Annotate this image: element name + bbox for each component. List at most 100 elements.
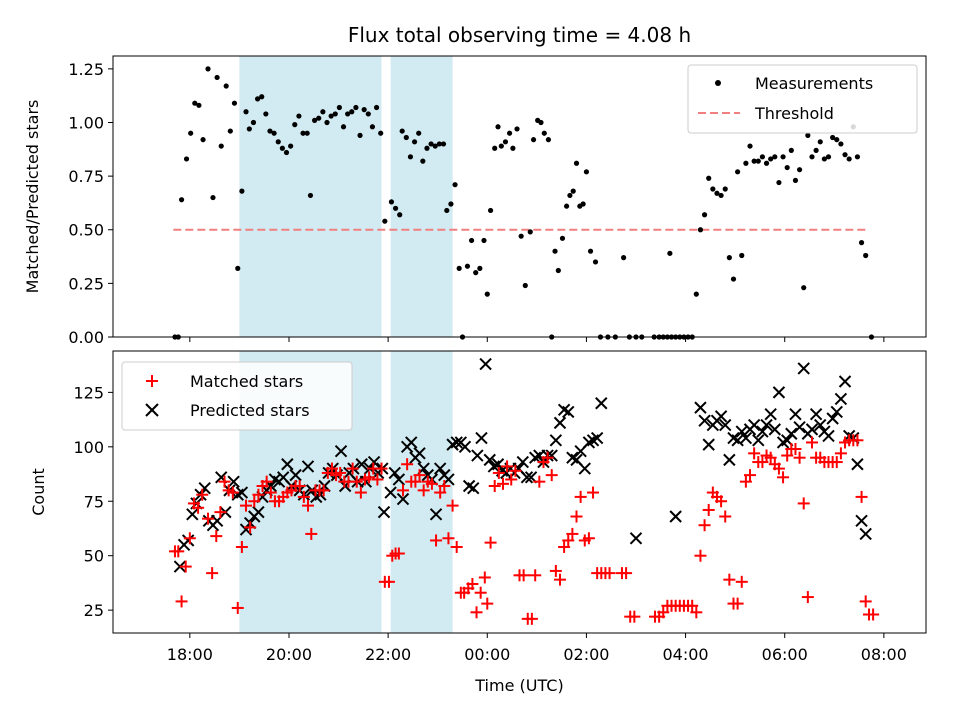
measurement-point xyxy=(382,218,388,224)
measurement-point xyxy=(567,192,573,199)
matched-star-point xyxy=(698,519,711,532)
measurement-point xyxy=(809,154,815,160)
measurement-point xyxy=(801,285,807,291)
measurement-point xyxy=(353,104,359,111)
measurement-point xyxy=(768,156,774,162)
measurement-point xyxy=(763,160,770,166)
measurement-point xyxy=(772,154,778,160)
predicted-star-point xyxy=(838,375,852,388)
matched-star-point xyxy=(772,462,785,475)
matched-star-point xyxy=(553,573,566,586)
matched-star-point xyxy=(830,456,843,469)
matched-star-point xyxy=(702,503,715,516)
matched-star-point xyxy=(244,521,257,534)
predicted-star-point xyxy=(694,401,707,414)
measurement-point xyxy=(279,145,285,151)
measurement-point xyxy=(178,197,185,203)
matched-star-point xyxy=(834,447,847,460)
matched-star-point xyxy=(723,573,736,586)
measurement-point xyxy=(436,141,442,147)
matched-star-point xyxy=(264,486,277,499)
measurement-point xyxy=(784,164,790,171)
matched-star-point xyxy=(179,560,192,573)
matched-star-point xyxy=(793,451,806,464)
measurement-point xyxy=(573,160,580,166)
measurement-point xyxy=(530,137,537,143)
measurement-point xyxy=(492,145,498,151)
bottom-y-tick-label: 125 xyxy=(73,383,104,402)
predicted-star-point xyxy=(719,418,732,432)
matched-star-point xyxy=(430,534,443,547)
matched-star-point xyxy=(549,564,562,577)
matched-star-point xyxy=(756,456,769,469)
legend-marker-predicted xyxy=(145,403,159,417)
measurement-point xyxy=(527,229,533,235)
measurement-point xyxy=(196,102,202,108)
matched-star-point xyxy=(401,458,414,471)
matched-star-point xyxy=(210,530,223,543)
measurement-point xyxy=(743,160,749,166)
top-panel: 0.00 0.25 0.50 0.75 1.00 1.25 Flux total obse… xyxy=(23,23,927,347)
bottom-y-ticks: 25 50 75 100 125 xyxy=(73,383,113,620)
measurement-point xyxy=(838,141,844,147)
matched-star-point xyxy=(582,532,595,545)
predicted-star-point xyxy=(281,458,294,471)
measurement-point xyxy=(570,188,576,194)
predicted-star-point xyxy=(797,362,810,375)
predicted-star-point xyxy=(186,508,199,521)
measurement-point xyxy=(506,130,513,136)
matched-star-point xyxy=(509,464,522,477)
predicted-star-point xyxy=(392,473,406,486)
measurement-point xyxy=(693,291,699,297)
measurement-point xyxy=(263,111,269,117)
measurement-point xyxy=(361,107,367,113)
measurement-point xyxy=(388,199,395,205)
predicted-star-point xyxy=(479,357,492,371)
matched-star-point xyxy=(206,567,219,580)
measurement-point xyxy=(830,134,836,141)
measurement-point xyxy=(369,124,376,130)
predicted-star-point xyxy=(789,407,802,421)
predicted-star-point xyxy=(553,416,567,430)
bottom-y-tick-label: 75 xyxy=(84,492,104,511)
bottom-x-tick-label: 22:00 xyxy=(365,645,411,664)
measurement-point xyxy=(420,158,426,164)
predicted-star-point xyxy=(289,468,302,482)
predicted-star-point xyxy=(756,425,769,438)
matched-stars-points xyxy=(168,434,880,625)
matched-star-point xyxy=(777,471,790,484)
measurement-point xyxy=(200,137,206,143)
measurement-point xyxy=(522,282,528,289)
measurement-point xyxy=(518,233,524,239)
predicted-star-point xyxy=(747,418,761,432)
top-y-axis-label: Matched/Predicted stars xyxy=(23,100,42,294)
top-shaded-region xyxy=(390,56,453,337)
legend-label-matched: Matched stars xyxy=(190,372,303,391)
measurement-point xyxy=(243,109,249,115)
bottom-legend-box xyxy=(121,361,353,431)
matched-star-point xyxy=(694,549,707,562)
matched-star-point xyxy=(789,442,802,455)
measurement-point xyxy=(296,113,302,119)
measurement-point xyxy=(854,154,861,160)
predicted-star-point xyxy=(723,453,736,467)
measurement-point xyxy=(706,175,712,181)
matched-star-point xyxy=(350,475,363,488)
measurement-point xyxy=(349,109,355,115)
legend-marker-matched xyxy=(146,375,158,387)
measurement-point xyxy=(428,141,434,147)
matched-star-point xyxy=(867,608,880,621)
measurement-point xyxy=(592,259,599,265)
predicted-star-point xyxy=(698,414,711,427)
matched-star-point xyxy=(748,447,761,460)
top-shaded-regions xyxy=(239,56,453,337)
predicted-star-point xyxy=(809,407,823,421)
matched-star-point xyxy=(363,471,376,484)
measurement-point xyxy=(552,248,558,254)
matched-star-point xyxy=(346,462,359,475)
bottom-x-tick-label: 02:00 xyxy=(563,645,609,664)
predicted-star-point xyxy=(198,481,211,495)
matched-star-point xyxy=(805,436,818,449)
predicted-star-point xyxy=(181,534,195,547)
measurement-point xyxy=(858,240,865,246)
